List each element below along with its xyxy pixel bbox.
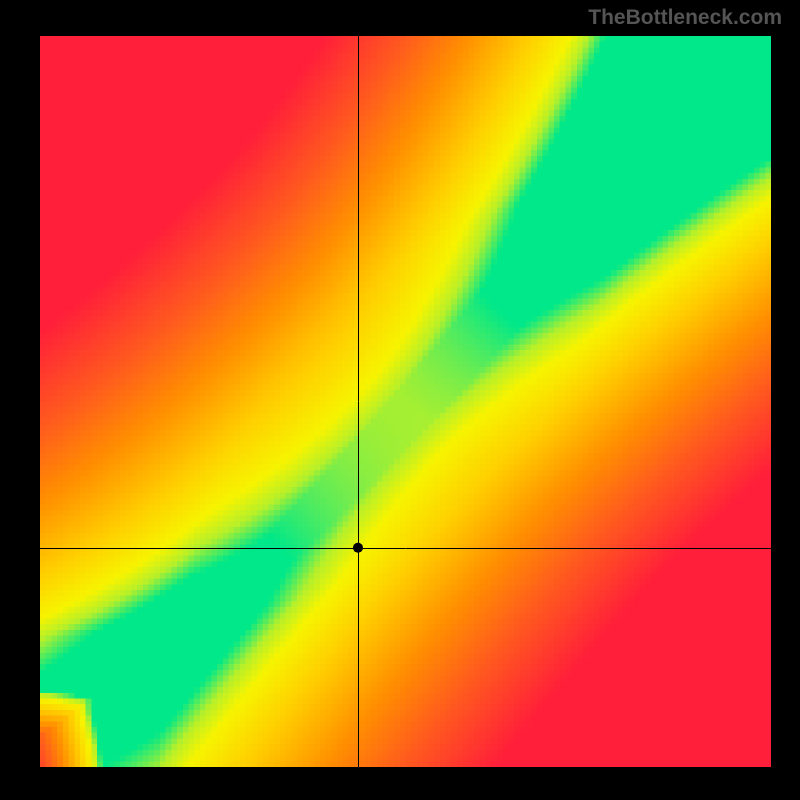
- watermark-text: TheBottleneck.com: [588, 6, 782, 30]
- crosshair-overlay: [40, 36, 771, 767]
- chart-frame: TheBottleneck.com: [0, 0, 800, 800]
- plot-area: [40, 36, 771, 767]
